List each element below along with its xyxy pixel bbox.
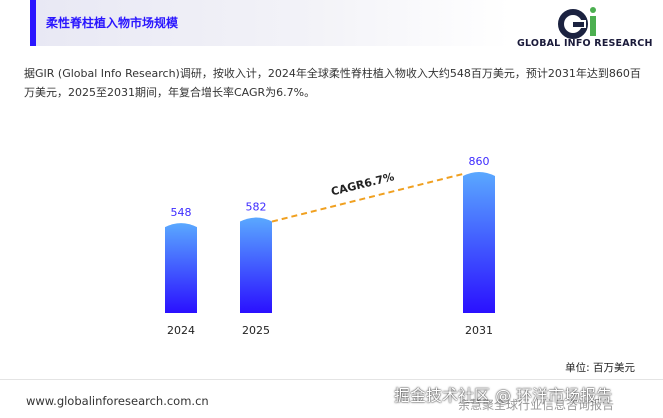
footer-url: www.globalinforesearch.com.cn: [26, 394, 209, 408]
bar-2025: [240, 217, 272, 313]
header-bar: [30, 0, 510, 46]
value-label-2025: 582: [246, 201, 267, 214]
header-accent: [30, 0, 36, 46]
value-label-2024: 548: [171, 206, 192, 219]
watermark-faint: 余慧聚全球行业信息咨询报告: [458, 398, 615, 412]
page-title: 柔性脊柱植入物市场规模: [46, 16, 179, 30]
bar-2031: [463, 171, 495, 313]
bar-chart: 548 2024 582 2025 860 2031 CAGR6.7%: [165, 155, 495, 337]
bar-2024: [165, 223, 197, 313]
footer-divider: [0, 379, 663, 380]
cagr-label: CAGR6.7%: [330, 170, 396, 198]
gir-logo-icon: [558, 7, 596, 39]
unit-label: 单位: 百万美元: [565, 362, 635, 374]
intro-paragraph: 据GIR (Global Info Research)调研，按收入计，2024年…: [24, 67, 641, 99]
cagr-trend-line: [271, 172, 464, 223]
value-label-2031: 860: [469, 155, 490, 168]
x-tick-2025: 2025: [242, 324, 270, 337]
logo-text: GLOBAL INFO RESEARCH: [517, 38, 653, 49]
x-tick-2024: 2024: [167, 324, 195, 337]
watermark-main: 掘金技术社区 @ 环洋市场报告: [394, 386, 613, 405]
x-tick-2031: 2031: [465, 324, 493, 337]
